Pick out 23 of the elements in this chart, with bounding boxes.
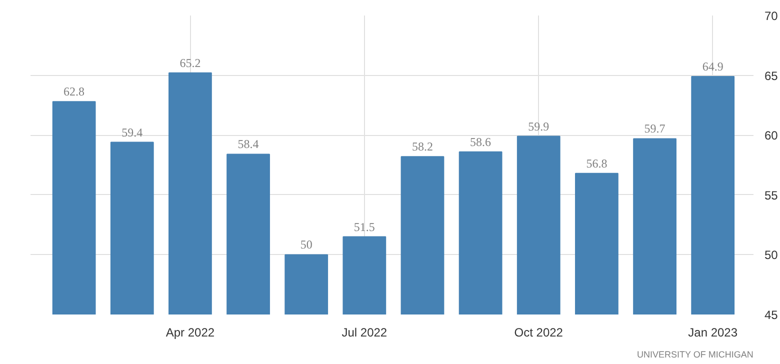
y-tick-label: 45 — [764, 308, 778, 322]
data-label: 64.9 — [702, 59, 724, 74]
x-tick-label: Oct 2022 — [514, 326, 564, 340]
data-label: 51.5 — [354, 220, 375, 234]
x-tick-label: Jan 2023 — [688, 326, 738, 340]
data-label: 56.8 — [586, 156, 608, 170]
data-label: 58.6 — [470, 134, 492, 149]
y-tick-label: 65 — [764, 68, 778, 83]
y-tick-label: 55 — [764, 188, 778, 202]
data-label: 59.4 — [122, 125, 143, 140]
data-label: 50 — [300, 238, 312, 252]
data-label: 58.2 — [412, 140, 433, 154]
x-tick-label: Jul 2022 — [342, 326, 388, 340]
y-tick-label: 70 — [764, 9, 778, 23]
data-label: 62.8 — [64, 84, 85, 99]
text: UNIVERSITY OF MICHIGAN — [636, 350, 754, 360]
y-tick-label: 50 — [764, 248, 778, 262]
data-label: 58.4 — [238, 137, 259, 152]
data-label: 65.2 — [180, 56, 201, 70]
data-label: 59.7 — [644, 122, 666, 136]
x-tick-label: Apr 2022 — [166, 326, 215, 340]
y-tick-label: 60 — [764, 128, 778, 143]
data-label: 59.9 — [528, 119, 550, 134]
